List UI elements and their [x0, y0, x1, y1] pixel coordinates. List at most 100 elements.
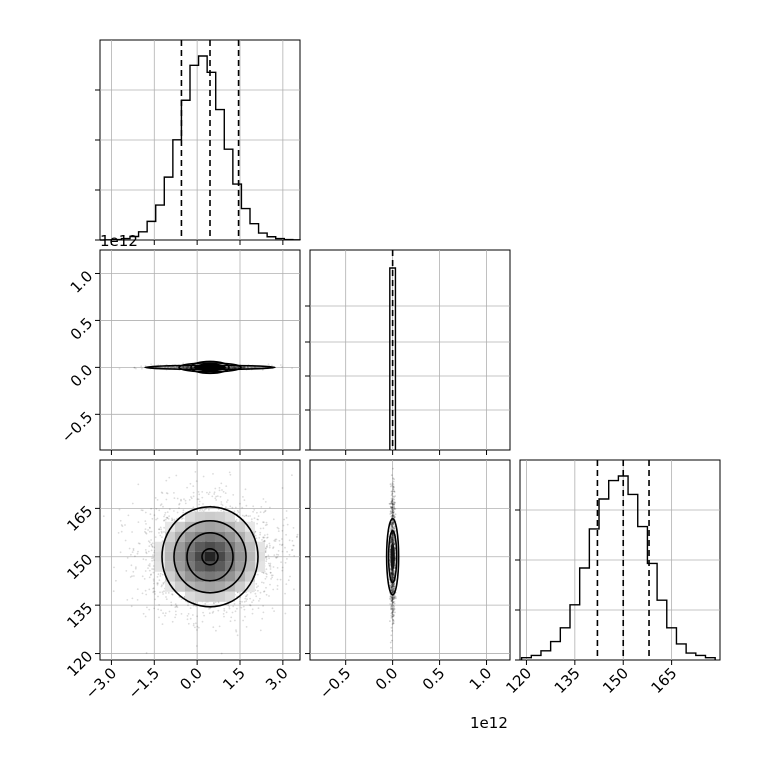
scatter-point	[174, 610, 177, 613]
scatter-point	[266, 537, 268, 539]
scatter-point	[261, 617, 264, 620]
scatter-point	[265, 575, 268, 578]
scatter-point	[194, 601, 197, 604]
scatter-point	[258, 600, 260, 602]
scatter-point	[221, 489, 223, 491]
scatter-point	[152, 568, 155, 571]
scatter-point	[217, 508, 220, 511]
scatter-point	[236, 591, 239, 594]
scatter-point	[184, 499, 187, 502]
x-tick-label: −1.5	[125, 664, 163, 702]
scatter-point	[246, 598, 248, 600]
scatter-point	[224, 492, 227, 494]
scatter-point	[245, 600, 248, 602]
density-cell	[195, 541, 205, 552]
scatter-point	[234, 366, 237, 369]
scatter-point	[160, 609, 163, 612]
x-tick-label: 3.0	[262, 664, 292, 694]
scatter-point	[218, 487, 221, 489]
scatter-point	[130, 564, 133, 567]
scatter-point	[187, 613, 190, 615]
scatter-point	[252, 599, 255, 602]
scatter-point	[183, 367, 186, 369]
scatter-point	[232, 366, 235, 369]
scatter-point	[281, 550, 284, 553]
scatter-point	[269, 583, 271, 586]
scatter-point	[286, 550, 288, 553]
scatter-point	[140, 365, 143, 368]
scatter-point	[245, 514, 248, 517]
panel-hist-param2	[305, 249, 511, 455]
scatter-point	[264, 547, 267, 549]
scatter-point	[264, 551, 267, 554]
scatter-point	[242, 366, 245, 369]
scatter-point	[265, 546, 268, 548]
scatter-point	[129, 576, 132, 578]
scatter-point	[276, 567, 279, 569]
scatter-point	[289, 575, 291, 578]
scatter-point	[241, 506, 244, 509]
scatter-point	[231, 366, 234, 369]
density-cell	[175, 551, 185, 562]
scatter-point	[239, 602, 242, 605]
scatter-point	[390, 494, 393, 497]
scatter-point	[242, 496, 244, 498]
scatter-point	[225, 501, 228, 503]
density-core	[194, 363, 226, 372]
scatter-point	[160, 528, 163, 531]
scatter-point	[263, 590, 265, 593]
scatter-point	[246, 593, 249, 596]
scatter-point	[170, 366, 172, 369]
scatter-point	[279, 364, 282, 366]
density-cell	[195, 561, 205, 572]
scatter-point	[389, 620, 391, 622]
scatter-point	[271, 574, 274, 577]
scatter-point	[264, 524, 267, 527]
scatter-point	[249, 604, 252, 607]
scatter-point	[164, 511, 167, 514]
scatter-point	[208, 612, 211, 615]
scatter-point	[208, 608, 210, 610]
scatter-point	[201, 496, 204, 499]
scatter-point	[274, 540, 277, 542]
scatter-point	[390, 541, 393, 544]
x-tick-label: 150	[599, 664, 632, 697]
scatter-point	[231, 611, 234, 614]
scatter-point	[192, 506, 195, 509]
scatter-point	[281, 543, 284, 546]
scatter-point	[126, 557, 129, 559]
scatter-point	[389, 483, 392, 486]
scatter-point	[389, 641, 392, 644]
scatter-point	[148, 576, 151, 579]
scatter-point	[144, 530, 146, 533]
scatter-point	[201, 509, 204, 511]
scatter-point	[118, 367, 121, 370]
scatter-point	[150, 363, 153, 366]
scatter-point	[186, 486, 189, 489]
scatter-point	[286, 558, 288, 560]
density-cell	[175, 581, 185, 592]
scatter-point	[175, 605, 178, 608]
scatter-point	[237, 366, 240, 368]
scatter-point	[173, 510, 175, 512]
scatter-point	[262, 511, 265, 514]
scatter-point	[390, 604, 393, 607]
density-cell	[195, 511, 205, 522]
scatter-point	[144, 511, 147, 514]
scatter-point	[272, 518, 275, 521]
scatter-point	[160, 585, 163, 588]
scatter-point	[182, 366, 185, 369]
scatter-point	[392, 495, 394, 498]
scatter-point	[391, 599, 393, 602]
scatter-point	[268, 564, 271, 567]
scatter-point	[187, 604, 189, 607]
scatter-point	[186, 366, 189, 369]
scatter-point	[266, 533, 269, 536]
scatter-point	[159, 504, 162, 507]
scatter-point	[276, 556, 279, 559]
scatter-point	[148, 530, 151, 533]
scatter-point	[184, 366, 187, 369]
scatter-point	[242, 366, 244, 368]
scatter-point	[152, 557, 155, 559]
scatter-point	[158, 532, 160, 534]
